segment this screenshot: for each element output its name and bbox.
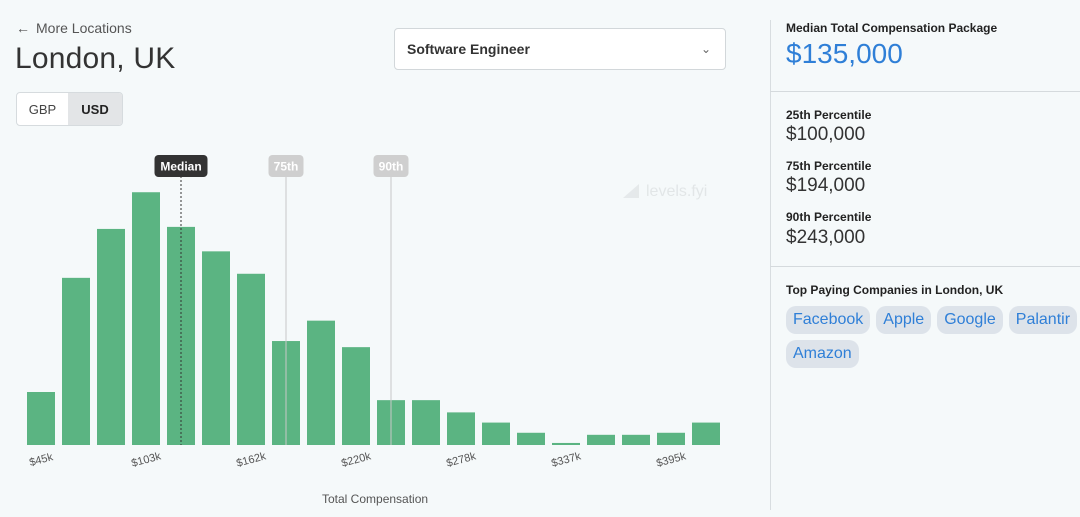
x-tick-label: $337k (550, 450, 583, 469)
histogram-bar[interactable] (412, 400, 440, 445)
role-select[interactable]: Software Engineer ⌄ (394, 28, 726, 70)
histogram-bar[interactable] (517, 432, 545, 445)
median-value: $135,000 (786, 38, 903, 69)
divider (770, 266, 1080, 267)
histogram-bar[interactable] (97, 228, 125, 445)
p75-value: $194,000 (786, 175, 866, 196)
company-chip-palantir[interactable]: Palantir (1008, 306, 1078, 334)
histogram-bar[interactable] (692, 422, 720, 445)
top-companies-title: Top Paying Companies in London, UK (786, 283, 1004, 297)
histogram-bar[interactable] (62, 277, 90, 445)
watermark-text: levels.fyi (646, 183, 707, 200)
currency-usd[interactable]: USD (68, 93, 122, 125)
currency-toggle[interactable]: GBP USD (16, 92, 123, 126)
histogram-bar[interactable] (132, 192, 160, 445)
chart-panel: ← More Locations London, UK GBP USD Soft… (15, 20, 726, 506)
vertical-divider (770, 20, 771, 510)
percentile-badge-label: Median (160, 160, 201, 174)
arrow-left-icon: ← (16, 20, 30, 36)
company-chip-apple[interactable]: Apple (876, 306, 932, 334)
more-locations-link[interactable]: ← More Locations (16, 20, 132, 36)
histogram-bar[interactable] (27, 392, 55, 445)
levels-logo-icon (623, 184, 639, 198)
divider (770, 91, 1080, 92)
watermark: levels.fyi (623, 183, 707, 200)
histogram-bar[interactable] (657, 432, 685, 445)
more-locations-label: More Locations (36, 20, 132, 36)
p25-label: 25th Percentile (786, 108, 872, 122)
histogram-bar[interactable] (482, 422, 510, 445)
company-chip-facebook[interactable]: Facebook (786, 306, 871, 334)
percentile-badge (154, 155, 208, 177)
p25-value: $100,000 (786, 124, 866, 145)
histogram-bar[interactable] (202, 251, 230, 445)
x-axis-title: Total Compensation (322, 492, 429, 506)
p75-label: 75th Percentile (786, 159, 872, 173)
median-label: Median Total Compensation Package (786, 21, 998, 35)
x-tick-label: $162k (235, 450, 268, 469)
x-tick-label: $220k (340, 450, 373, 469)
compensation-histogram: Median 75th 90th levels.fyi $45k $103k $162k… (27, 155, 720, 470)
page-title: London, UK (15, 42, 176, 75)
currency-gbp[interactable]: GBP (28, 101, 57, 117)
histogram-bar[interactable] (237, 273, 265, 445)
x-tick-label: $45k (28, 451, 55, 469)
company-chip-google[interactable]: Google (937, 306, 1003, 334)
histogram-bar[interactable] (307, 320, 335, 445)
x-tick-label: $103k (130, 450, 163, 469)
company-chips: Facebook Apple Google Palantir Amazon (786, 306, 1078, 368)
percentile-badge (373, 155, 409, 177)
p90-label: 90th Percentile (786, 210, 872, 224)
p90-value: $243,000 (786, 227, 866, 248)
company-chip-amazon[interactable]: Amazon (786, 340, 859, 368)
histogram-bar[interactable] (342, 347, 370, 445)
histogram-bar[interactable] (447, 412, 475, 445)
role-select-value: Software Engineer (407, 41, 530, 57)
histogram-bar[interactable] (587, 434, 615, 445)
chevron-down-icon: ⌄ (700, 42, 711, 56)
histogram-bar[interactable] (622, 434, 650, 445)
x-tick-label: $278k (445, 450, 478, 469)
percentile-badge-label: 90th (379, 160, 404, 174)
percentile-badge (268, 155, 304, 177)
x-tick-label: $395k (655, 450, 688, 469)
percentile-badge-label: 75th (274, 160, 299, 174)
histogram-bar[interactable] (552, 442, 580, 445)
